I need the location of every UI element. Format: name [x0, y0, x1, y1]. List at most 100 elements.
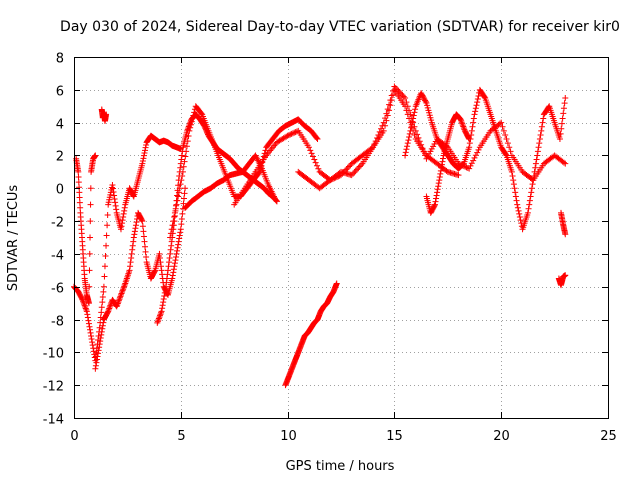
data-point	[409, 118, 416, 125]
data-point	[88, 336, 95, 343]
data-point	[408, 121, 415, 128]
data-point	[158, 309, 165, 316]
data-point	[95, 347, 102, 354]
data-point	[188, 118, 195, 125]
data-point	[113, 303, 120, 310]
data-point	[556, 136, 563, 143]
data-point	[387, 97, 394, 104]
data-point	[475, 146, 482, 153]
data-point	[386, 101, 393, 108]
data-point	[158, 267, 165, 274]
y-tick-label: 0	[56, 183, 64, 198]
data-point	[406, 107, 413, 114]
data-point	[141, 238, 148, 245]
data-point	[121, 207, 128, 214]
data-point	[466, 136, 473, 143]
data-point	[111, 195, 118, 202]
data-point	[179, 168, 186, 175]
data-point	[110, 188, 117, 195]
data-point	[121, 281, 128, 288]
data-point	[432, 198, 439, 205]
data-point	[159, 271, 166, 278]
data-point	[181, 158, 188, 165]
data-point	[98, 331, 105, 338]
data-point	[405, 137, 412, 144]
data-point	[504, 140, 511, 147]
data-point	[496, 120, 503, 127]
data-point	[536, 136, 543, 143]
data-point	[561, 100, 568, 107]
data-point	[371, 141, 378, 148]
data-point	[99, 299, 106, 306]
data-point	[558, 125, 565, 132]
data-point	[160, 299, 167, 306]
data-point	[307, 147, 314, 154]
data-point	[558, 120, 565, 127]
data-point	[466, 144, 473, 151]
data-point	[517, 217, 524, 224]
data-point	[459, 120, 466, 127]
data-point	[431, 201, 438, 208]
data-point	[351, 169, 358, 176]
data-point	[93, 359, 100, 366]
data-point	[131, 228, 138, 235]
data-point	[86, 323, 93, 330]
data-point	[166, 259, 173, 266]
data-point	[395, 87, 402, 94]
data-point	[475, 92, 482, 99]
data-point	[508, 168, 515, 175]
data-point	[120, 213, 127, 220]
data-point	[185, 132, 192, 139]
data-point	[293, 128, 300, 135]
data-point	[291, 129, 298, 136]
data-point	[129, 246, 136, 253]
y-tick-label: -12	[43, 380, 64, 395]
data-point	[83, 306, 90, 313]
data-point	[140, 152, 147, 159]
data-point	[383, 110, 390, 117]
data-point	[560, 105, 567, 112]
data-point	[354, 166, 361, 173]
data-point	[439, 155, 446, 162]
data-point	[171, 213, 178, 220]
data-point	[181, 195, 188, 202]
data-point	[128, 250, 135, 257]
data-point	[130, 192, 137, 199]
data-point	[510, 181, 517, 188]
data-point	[117, 291, 124, 298]
data-point	[84, 311, 91, 318]
data-point	[284, 132, 291, 139]
data-point	[158, 308, 165, 315]
data-point	[309, 153, 316, 160]
x-tick-label: 20	[493, 429, 510, 444]
data-point	[109, 181, 116, 188]
data-point	[114, 300, 121, 307]
data-point	[101, 263, 108, 270]
data-point	[370, 144, 377, 151]
plot-frame	[74, 57, 609, 419]
y-tick-label: 8	[56, 52, 64, 67]
data-point	[527, 193, 534, 200]
data-point	[535, 144, 542, 151]
data-point	[111, 192, 118, 199]
data-point	[459, 122, 466, 129]
data-point	[159, 302, 166, 309]
data-point	[99, 325, 106, 332]
data-point	[76, 194, 83, 201]
data-point	[85, 320, 92, 327]
data-point	[560, 110, 567, 117]
data-point	[87, 234, 94, 241]
data-point	[170, 269, 177, 276]
data-point	[525, 205, 532, 212]
y-tick-label: 6	[56, 85, 64, 100]
data-point	[472, 105, 479, 112]
data-point	[154, 318, 161, 325]
data-point	[528, 176, 535, 183]
data-point	[75, 168, 82, 175]
data-point	[119, 287, 126, 294]
data-point	[140, 155, 147, 162]
data-point	[348, 172, 355, 179]
data-point	[98, 328, 105, 335]
data-point	[143, 253, 150, 260]
data-point	[154, 319, 161, 326]
